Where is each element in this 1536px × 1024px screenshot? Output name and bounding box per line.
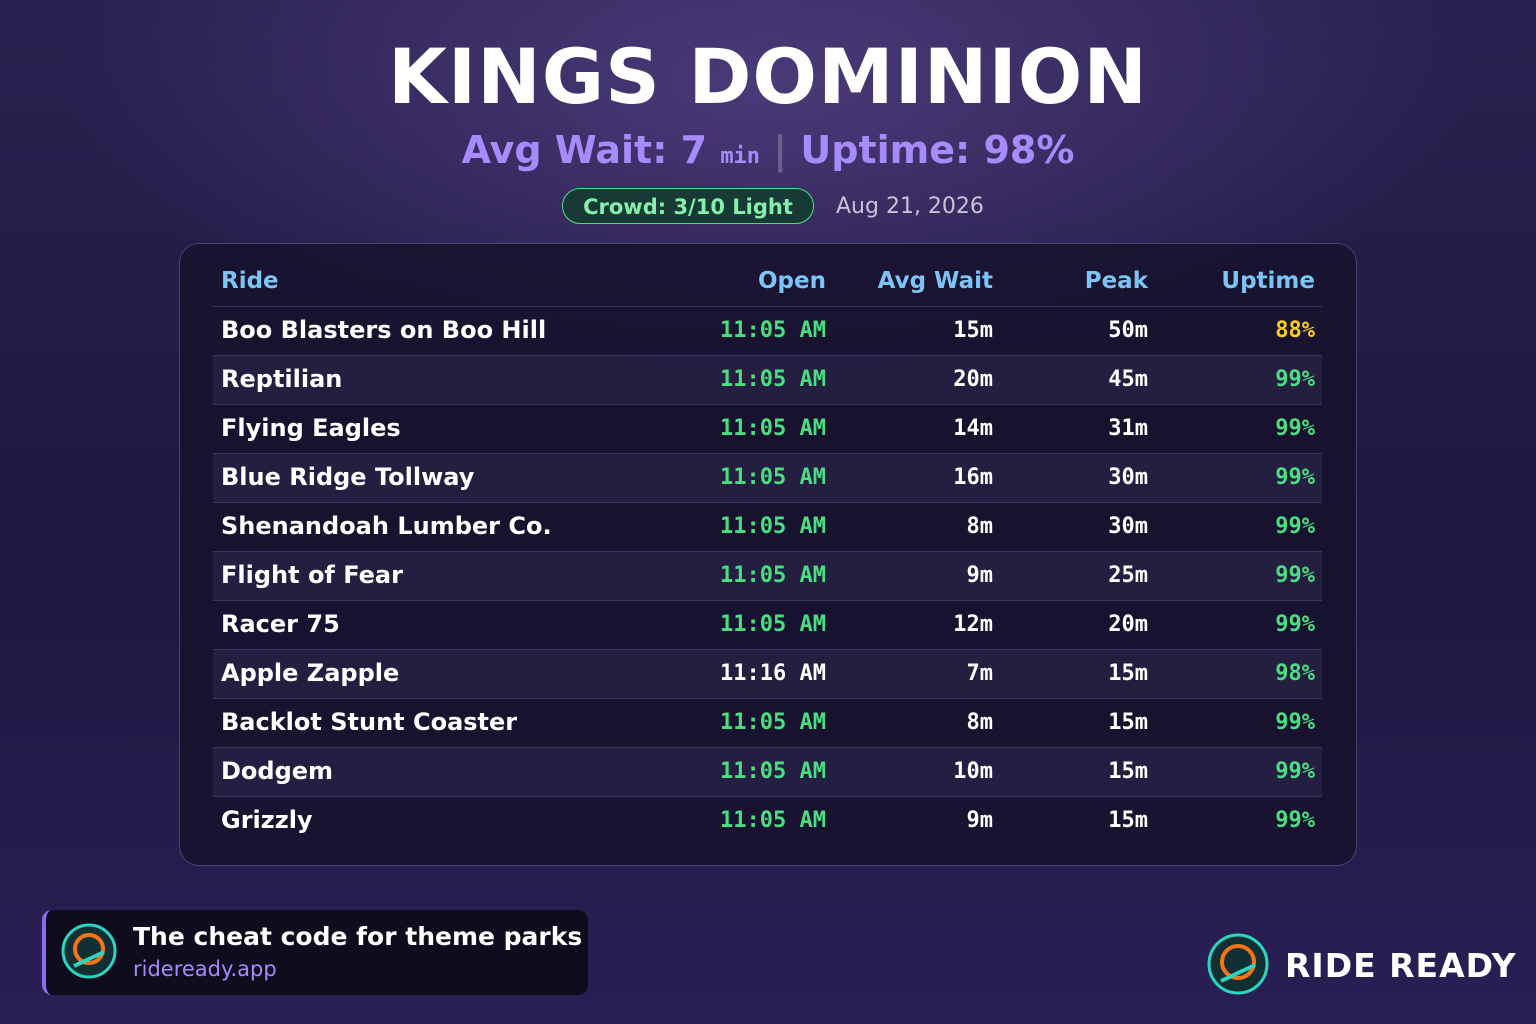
date: Aug 21, 2026 — [836, 194, 984, 219]
cell-peak: 15m — [1108, 759, 1148, 784]
brand-name: RIDE READY — [1285, 946, 1517, 985]
table-row — [213, 649, 1322, 699]
cell-uptime: 98% — [1275, 661, 1315, 686]
cell-peak: 30m — [1108, 465, 1148, 490]
table-row — [213, 551, 1322, 601]
tagline: The cheat code for theme parks — [133, 922, 583, 951]
cell-uptime: 99% — [1275, 367, 1315, 392]
column-header: Open — [758, 268, 826, 294]
table-row — [213, 355, 1322, 405]
cell-avg-wait: 9m — [966, 808, 994, 833]
cell-ride: Grizzly — [221, 806, 313, 834]
cell-uptime: 99% — [1275, 710, 1315, 735]
table-row — [213, 453, 1322, 503]
avg-unit: min — [720, 144, 761, 169]
avg-wait: Avg Wait: 7 — [461, 128, 708, 172]
cell-ride: Flying Eagles — [221, 414, 401, 442]
url: rideready.app — [133, 957, 277, 981]
cell-peak: 31m — [1108, 416, 1148, 441]
cell-open: 11:16 AM — [720, 661, 826, 686]
cell-avg-wait: 15m — [953, 318, 993, 343]
cell-peak: 15m — [1108, 710, 1148, 735]
cell-peak: 20m — [1108, 612, 1148, 637]
cell-uptime: 99% — [1275, 514, 1315, 539]
cell-uptime: 99% — [1275, 416, 1315, 441]
stats: Avg Wait: 7 min | Uptime: 98% — [0, 128, 1536, 172]
cell-avg-wait: 9m — [966, 563, 994, 588]
cell-open: 11:05 AM — [720, 563, 826, 588]
cell-open: 11:05 AM — [720, 416, 826, 441]
separator: | — [773, 128, 788, 172]
cell-open: 11:05 AM — [720, 367, 826, 392]
cell-peak: 50m — [1108, 318, 1148, 343]
cell-open: 11:05 AM — [720, 808, 826, 833]
table-row — [213, 698, 1322, 748]
cell-open: 11:05 AM — [720, 759, 826, 784]
cell-ride: Backlot Stunt Coaster — [221, 708, 518, 736]
cell-peak: 45m — [1108, 367, 1148, 392]
table-row — [213, 306, 1322, 356]
cell-open: 11:05 AM — [720, 318, 826, 343]
cell-uptime: 99% — [1275, 563, 1315, 588]
cell-uptime: 99% — [1275, 808, 1315, 833]
table-row — [213, 502, 1322, 552]
cell-avg-wait: 8m — [966, 514, 994, 539]
column-header: Peak — [1084, 268, 1148, 294]
cell-open: 11:05 AM — [720, 612, 826, 637]
brand-logo — [1207, 933, 1269, 995]
cell-open: 11:05 AM — [720, 710, 826, 735]
uptime: Uptime: 98% — [800, 128, 1075, 172]
cell-ride: Apple Zapple — [221, 659, 400, 687]
cell-peak: 30m — [1108, 514, 1148, 539]
cell-avg-wait: 10m — [953, 759, 993, 784]
cell-avg-wait: 12m — [953, 612, 993, 637]
cell-avg-wait: 16m — [953, 465, 993, 490]
cell-ride: Boo Blasters on Boo Hill — [221, 316, 547, 344]
cell-avg-wait: 20m — [953, 367, 993, 392]
cell-ride: Blue Ridge Tollway — [221, 463, 475, 491]
cell-uptime: 88% — [1275, 318, 1315, 343]
cell-uptime: 99% — [1275, 612, 1315, 637]
column-header: Avg Wait — [877, 268, 993, 294]
cell-ride: Flight of Fear — [221, 561, 403, 589]
table-row — [213, 796, 1322, 846]
cell-avg-wait: 7m — [966, 661, 994, 686]
cell-avg-wait: 8m — [966, 710, 994, 735]
cell-uptime: 99% — [1275, 759, 1315, 784]
table-row — [213, 747, 1322, 797]
cell-uptime: 99% — [1275, 465, 1315, 490]
cell-open: 11:05 AM — [720, 514, 826, 539]
cell-open: 11:05 AM — [720, 465, 826, 490]
park-title: KINGS DOMINION — [387, 32, 1149, 121]
cell-peak: 25m — [1108, 563, 1148, 588]
table-card — [179, 243, 1357, 866]
cell-peak: 15m — [1108, 661, 1148, 686]
column-header: Uptime — [1221, 268, 1315, 294]
logo-icon — [61, 923, 117, 979]
table-row — [213, 600, 1322, 650]
cell-ride: Racer 75 — [221, 610, 340, 638]
cell-ride: Dodgem — [221, 757, 334, 785]
cell-ride: Reptilian — [221, 365, 343, 393]
table-row — [213, 404, 1322, 454]
crowd-badge: Crowd: 3/10 Light — [562, 188, 814, 224]
cell-peak: 15m — [1108, 808, 1148, 833]
cell-avg-wait: 14m — [953, 416, 993, 441]
promo-badge — [42, 910, 588, 995]
cell-ride: Shenandoah Lumber Co. — [221, 512, 552, 540]
column-header: Ride — [221, 268, 279, 294]
